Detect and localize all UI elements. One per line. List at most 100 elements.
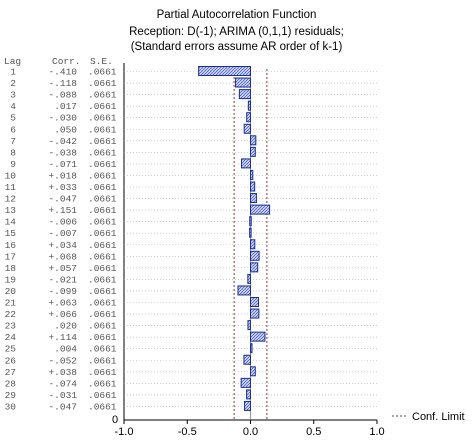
pacf-bar — [243, 354, 251, 365]
lag-label: 16 — [5, 240, 17, 251]
se-label: .0661 — [88, 332, 117, 343]
lag-label: 23 — [5, 321, 17, 332]
lag-label: 27 — [5, 367, 16, 378]
corr-label: -.088 — [48, 90, 77, 101]
x-tick-label: -0.5 — [178, 426, 197, 438]
x-tick-label: 0.5 — [306, 426, 321, 438]
lag-label: 26 — [5, 355, 17, 366]
pacf-bar — [249, 227, 252, 238]
lag-label: 7 — [10, 136, 16, 147]
corr-label: -.118 — [48, 78, 77, 89]
lag-label: 9 — [10, 159, 16, 170]
pacf-bar — [250, 239, 256, 250]
lag-label: 8 — [10, 147, 16, 158]
corr-label: -.042 — [48, 136, 77, 147]
corr-label: +.068 — [48, 251, 77, 262]
corr-label: .050 — [54, 124, 77, 135]
lag-label: 20 — [5, 286, 17, 297]
lag-label: 3 — [10, 90, 16, 101]
se-label: .0661 — [88, 344, 117, 355]
pacf-bar — [240, 377, 252, 388]
lag-label: 4 — [10, 101, 16, 112]
corr-label: +.034 — [48, 240, 77, 251]
chart-subtitle-2: (Standard errors assume AR order of k-1) — [130, 41, 343, 53]
corr-label: -.071 — [48, 159, 77, 170]
se-label: .0661 — [88, 401, 117, 412]
column-header-corr: Corr. — [52, 56, 81, 67]
pacf-bar — [241, 158, 251, 169]
pacf-bar — [250, 366, 256, 377]
column-header-lag: Lag — [4, 56, 21, 67]
lag-label: 28 — [5, 378, 17, 389]
se-label: .0661 — [88, 147, 117, 158]
corr-label: +.057 — [48, 263, 77, 274]
corr-label: -.410 — [48, 67, 77, 78]
corr-label: +.063 — [48, 298, 77, 309]
pacf-bar — [250, 262, 259, 273]
pacf-bar — [250, 331, 266, 342]
pacf-bar — [198, 66, 251, 76]
se-label: .0661 — [88, 309, 117, 320]
se-label: .0661 — [88, 159, 117, 170]
pacf-bar — [250, 250, 260, 261]
corr-label: -.038 — [48, 147, 77, 158]
corr-label: -.052 — [48, 355, 77, 366]
pacf-bar — [250, 181, 256, 192]
se-label: .0661 — [88, 251, 117, 262]
corr-label: +.038 — [48, 367, 77, 378]
lag-label: 19 — [5, 274, 17, 285]
corr-label: -.007 — [48, 228, 77, 239]
se-label: .0661 — [88, 194, 117, 205]
corr-label: +.114 — [48, 332, 77, 343]
pacf-bar — [238, 89, 251, 100]
lag-label: 30 — [5, 401, 17, 412]
se-label: .0661 — [88, 67, 117, 78]
corr-label: +.066 — [48, 309, 77, 320]
corr-label: -.021 — [48, 274, 77, 285]
se-label: .0661 — [88, 113, 117, 124]
se-label: .0661 — [88, 136, 117, 147]
pacf-bar — [243, 123, 252, 134]
pacf-bar — [237, 285, 252, 296]
lag-label: 13 — [5, 205, 17, 216]
lag-label: 6 — [10, 124, 16, 135]
se-label: .0661 — [88, 378, 117, 389]
lag-label: 17 — [5, 251, 16, 262]
se-label: .0661 — [88, 228, 117, 239]
lag-label: 11 — [5, 182, 17, 193]
pacf-bar — [250, 204, 271, 215]
lag-label: 14 — [5, 217, 17, 228]
pacf-bar — [246, 112, 252, 123]
corr-label: .017 — [54, 101, 77, 112]
pacf-bar — [250, 146, 256, 157]
chart-subtitle: Reception: D(-1); ARIMA (0,1,1) residual… — [129, 26, 344, 38]
y-zero-label: 0 — [112, 414, 118, 426]
pacf-bar — [247, 100, 252, 111]
pacf-bar — [246, 389, 252, 400]
lag-label: 25 — [5, 344, 17, 355]
pacf-bar — [250, 297, 259, 307]
x-tick-label: 1.0 — [369, 426, 384, 438]
corr-label: +.033 — [48, 182, 77, 193]
se-label: .0661 — [88, 321, 117, 332]
se-label: .0661 — [88, 170, 117, 181]
pacf-bar — [244, 400, 252, 411]
corr-label: +.151 — [48, 205, 77, 216]
lag-label: 18 — [5, 263, 17, 274]
pacf-bar — [247, 320, 252, 331]
lag-label: 5 — [10, 113, 16, 124]
pacf-bar — [250, 308, 260, 319]
corr-label: .004 — [54, 344, 77, 355]
se-label: .0661 — [88, 390, 117, 401]
chart-title: Partial Autocorrelation Function — [156, 9, 317, 21]
se-label: .0661 — [88, 286, 117, 297]
se-label: .0661 — [88, 101, 117, 112]
se-label: .0661 — [88, 217, 117, 228]
corr-label: +.018 — [48, 170, 77, 181]
x-tick-label: -1.0 — [115, 426, 134, 438]
se-label: .0661 — [88, 274, 117, 285]
lag-label: 10 — [5, 170, 17, 181]
lag-label: 22 — [5, 309, 17, 320]
se-label: .0661 — [88, 298, 117, 309]
